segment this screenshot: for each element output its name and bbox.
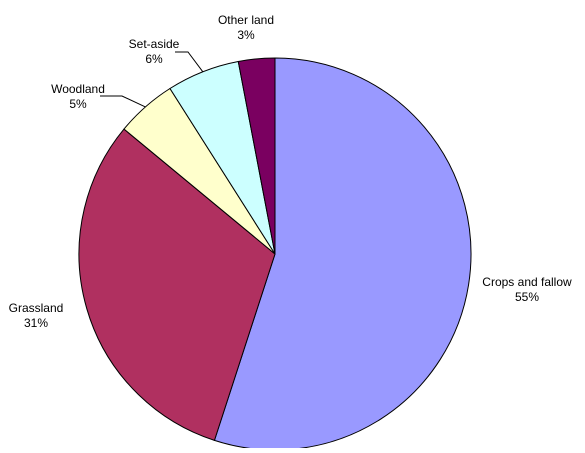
pie-slice-grassland bbox=[78, 128, 276, 442]
slice-label-grassland: Grassland bbox=[9, 301, 64, 315]
pie-slice-crops-and-fallow bbox=[213, 57, 472, 451]
slice-percent-grassland: 31% bbox=[24, 316, 48, 330]
slice-percent-woodland: 5% bbox=[69, 97, 87, 111]
slice-label-set-aside: Set-aside bbox=[129, 37, 180, 51]
pie-slices bbox=[78, 57, 472, 451]
slice-percent-other-land: 3% bbox=[237, 28, 255, 42]
pie-slice-other-land bbox=[237, 57, 276, 255]
slice-label-woodland: Woodland bbox=[51, 82, 105, 96]
leader-line-woodland bbox=[100, 95, 146, 108]
leader-line-set-aside bbox=[175, 51, 204, 73]
slice-percent-set-aside: 6% bbox=[145, 52, 163, 66]
slice-label-other-land: Other land bbox=[218, 13, 274, 27]
slice-percent-crops-and-fallow: 55% bbox=[515, 290, 539, 304]
pie-leader-lines bbox=[100, 51, 204, 108]
slice-label-crops-and-fallow: Crops and fallow bbox=[482, 275, 572, 289]
